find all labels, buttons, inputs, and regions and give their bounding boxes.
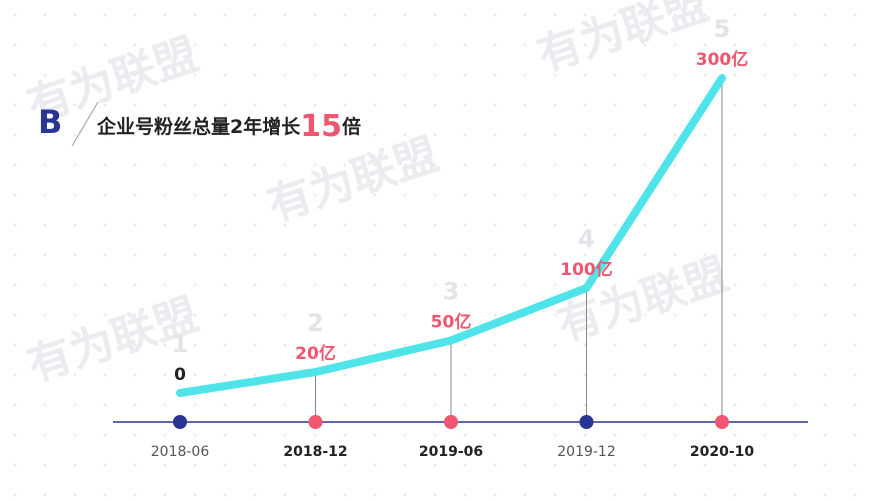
value-label: 300亿: [696, 49, 749, 70]
watermarks: 有为联盟 有为联盟 有为联盟 有为联盟 有为联盟: [21, 0, 734, 392]
value-label: 50亿: [431, 312, 472, 333]
step-label: 4: [578, 225, 595, 253]
axis-dot: [579, 415, 594, 429]
watermark: 有为联盟: [261, 129, 444, 232]
axis-dot: [308, 415, 323, 429]
watermark: 有为联盟: [531, 0, 714, 82]
step-label: 3: [443, 278, 460, 306]
line: [176, 74, 726, 397]
value-label: 100亿: [560, 259, 613, 280]
value-label: 20亿: [295, 343, 336, 364]
title-text: 倍: [342, 115, 361, 138]
axis-dot: [444, 415, 458, 429]
step-label: 1: [172, 330, 189, 358]
x-tick-label: 2018-06: [151, 444, 210, 460]
axis-dot: [173, 415, 187, 429]
title-highlight: 15: [300, 109, 342, 144]
step-label: 2: [307, 309, 324, 337]
divider: [71, 101, 99, 147]
x-tick-label: 2019-12: [557, 444, 616, 460]
chart-title: 企业号粉丝总量2年增长15倍: [96, 109, 361, 144]
axis-dot: [715, 415, 729, 429]
step-label: 5: [714, 15, 731, 43]
title-text: 企业号粉丝总量2年增长: [96, 115, 301, 138]
badge: B: [38, 103, 62, 141]
x-tick-label: 2020-10: [690, 444, 755, 460]
x-tick-label: 2018-12: [283, 444, 347, 460]
value-label: 0: [174, 365, 186, 385]
x-tick-label: 2019-06: [419, 444, 483, 460]
